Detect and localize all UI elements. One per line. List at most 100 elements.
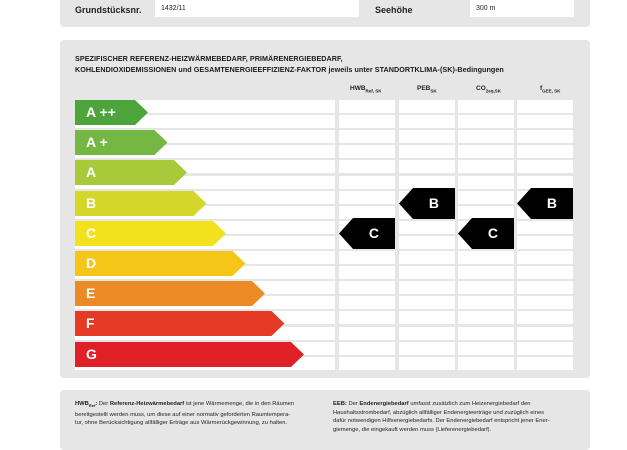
energy-class-bar: A +	[75, 130, 168, 156]
grid-cell	[399, 100, 455, 113]
grid-cell	[517, 266, 573, 280]
energy-class-bar: F	[75, 311, 285, 337]
energy-class-arrow-shape	[75, 160, 187, 186]
grundstuck-field: 1432/11	[155, 0, 359, 17]
energy-class-arrow-shape	[75, 311, 285, 337]
grid-cell	[339, 356, 395, 370]
rating-marker-label: B	[428, 194, 439, 211]
grid-cell	[399, 130, 455, 144]
grid-cell	[517, 220, 573, 234]
energy-class-arrow	[75, 281, 265, 307]
scale-heading-line2: KOHLENDIOXIDEMISSIONEN und GESAMTENERGIE…	[75, 65, 504, 74]
grid-cell	[517, 356, 573, 370]
energy-class-bar: B	[75, 190, 207, 216]
energy-class-label: D	[86, 255, 97, 271]
energy-class-arrow	[75, 341, 304, 367]
rating-marker-arrow	[517, 187, 573, 219]
grid-cell	[339, 145, 395, 159]
grid-cell	[517, 341, 573, 355]
grid-cell	[339, 130, 395, 144]
grid-cell	[458, 205, 514, 219]
rating-marker-shape	[517, 187, 573, 219]
energy-class-arrow-shape	[75, 251, 246, 276]
energy-class-arrow	[75, 190, 207, 216]
grid-cell	[458, 326, 514, 340]
col-head-fgee: fGEE, SK	[540, 85, 561, 94]
energy-class-bar: D	[75, 251, 246, 276]
grid-cell	[399, 311, 455, 325]
rating-marker: C	[458, 217, 516, 249]
scale-heading-line1: SPEZIFISCHER REFERENZ-HEIZWÄRMEBEDARF, P…	[75, 54, 343, 63]
grid-cell	[399, 296, 455, 310]
definition-hwb: HWBRef: Der Referenz-Heizwärmebedarf ist…	[75, 401, 295, 427]
energy-class-arrow-shape	[75, 130, 168, 156]
energy-class-arrow	[75, 160, 187, 186]
rating-marker-label: C	[487, 224, 498, 241]
rating-marker: B	[399, 187, 457, 219]
rating-marker-arrow	[339, 217, 395, 249]
grid-cell	[399, 356, 455, 370]
grid-cell	[458, 175, 514, 189]
grid-cell	[517, 251, 573, 264]
grid-cell	[399, 145, 455, 159]
energy-class-bar: G	[75, 341, 304, 367]
energy-class-arrow-shape	[75, 220, 226, 246]
energy-class-bar: A ++	[75, 100, 148, 125]
energy-class-label: A ++	[86, 104, 116, 120]
grid-cell	[517, 311, 573, 325]
grid-cell	[339, 251, 395, 264]
grid-cell	[517, 130, 573, 144]
energy-class-arrow-shape	[75, 341, 304, 367]
grid-cell	[458, 130, 514, 144]
col-head-hwb: HWBRef, SK	[350, 85, 382, 94]
grid-cell	[517, 175, 573, 189]
grid-cell	[339, 160, 395, 174]
definition-eeb: EEB: Der Endenergiebedarf umfasst zusätz…	[333, 401, 550, 433]
energy-class-arrow	[75, 251, 246, 276]
grid-cell	[339, 326, 395, 340]
energy-class-arrow-shape	[75, 100, 148, 125]
energy-class-label: C	[86, 224, 97, 241]
grid-cell	[399, 235, 455, 249]
grid-cell	[399, 220, 455, 234]
grid-cell	[458, 160, 514, 174]
energy-class-label: A	[86, 164, 97, 181]
grid-cell	[339, 296, 395, 310]
seehoehe-field: 300 m	[470, 0, 574, 17]
energy-class-bar: E	[75, 281, 265, 307]
grid-cell	[399, 251, 455, 264]
grundstuck-label: Grundstücksnr.	[75, 5, 142, 15]
energy-class-arrow	[75, 220, 226, 246]
grid-cell	[458, 311, 514, 325]
rating-marker-shape	[458, 217, 514, 249]
energy-class-arrow-shape	[75, 281, 265, 307]
grid-cell	[458, 281, 514, 295]
rating-marker: B	[517, 187, 575, 219]
grid-cell	[458, 190, 514, 204]
rating-marker-arrow	[458, 217, 514, 249]
grid-cell	[458, 145, 514, 159]
grid-cell	[339, 205, 395, 219]
grid-cell	[458, 115, 514, 129]
grid-cell	[517, 145, 573, 159]
grid-cell	[399, 281, 455, 295]
grid-cell	[517, 281, 573, 295]
energy-class-label: E	[86, 285, 96, 302]
grid-cell	[399, 175, 455, 189]
grid-cell	[339, 190, 395, 204]
grid-cell	[339, 175, 395, 189]
grid-cell	[517, 326, 573, 340]
energy-class-label: F	[86, 315, 95, 332]
rating-marker-shape	[399, 187, 455, 219]
energy-class-bar: A	[75, 160, 187, 186]
energy-class-arrow	[75, 130, 168, 156]
col-head-co2: CO2eq,SK	[476, 85, 502, 94]
energy-class-label: A +	[86, 134, 108, 151]
grid-cell	[458, 341, 514, 355]
energy-class-label: B	[86, 194, 97, 211]
grid-cell	[399, 266, 455, 280]
scale-heading: SPEZIFISCHER REFERENZ-HEIZWÄRMEBEDARF, P…	[75, 53, 585, 75]
grid-cell	[458, 251, 514, 264]
rating-marker-label: C	[368, 224, 379, 241]
grid-cell	[517, 235, 573, 249]
